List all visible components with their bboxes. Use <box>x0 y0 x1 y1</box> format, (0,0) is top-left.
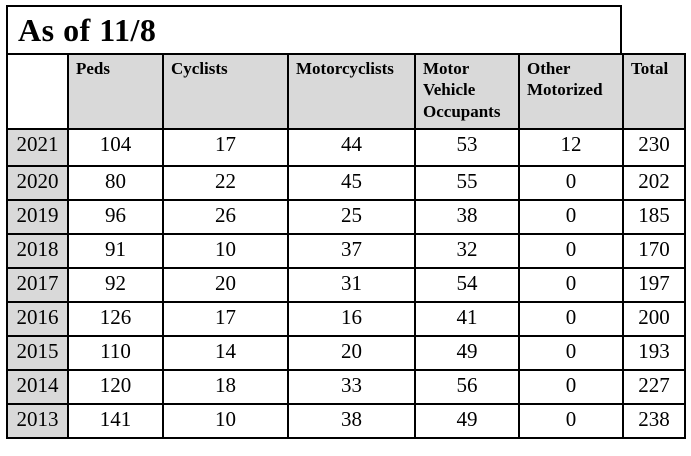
cell-peds: 110 <box>67 335 164 371</box>
cell-peds: 120 <box>67 369 164 405</box>
table-row-2020: 2020 80 22 45 55 0 202 <box>6 165 686 201</box>
col-header-peds: Peds <box>67 53 164 130</box>
cell-motorcyclists: 20 <box>287 335 416 371</box>
table-row-2013: 2013 141 10 38 49 0 238 <box>6 403 686 439</box>
cell-other-motorized: 0 <box>518 335 624 371</box>
cell-motor-vehicle-occupants: 53 <box>414 128 520 167</box>
col-header-total: Total <box>622 53 686 130</box>
cell-total: 202 <box>622 165 686 201</box>
cell-peds: 91 <box>67 233 164 269</box>
table-row-2017: 2017 92 20 31 54 0 197 <box>6 267 686 303</box>
cell-motor-vehicle-occupants: 54 <box>414 267 520 303</box>
table-title: As of 11/8 <box>18 11 157 48</box>
cell-total: 238 <box>622 403 686 439</box>
cell-other-motorized: 0 <box>518 165 624 201</box>
table-row-2018: 2018 91 10 37 32 0 170 <box>6 233 686 269</box>
cell-motor-vehicle-occupants: 55 <box>414 165 520 201</box>
cell-motorcyclists: 37 <box>287 233 416 269</box>
fatalities-by-year-table: Peds Cyclists Motorcyclists Motor Vehicl… <box>6 53 686 439</box>
cell-total: 200 <box>622 301 686 337</box>
cell-motor-vehicle-occupants: 49 <box>414 335 520 371</box>
col-header-other-motorized: Other Motorized <box>518 53 624 130</box>
cell-motor-vehicle-occupants: 49 <box>414 403 520 439</box>
cell-cyclists: 26 <box>162 199 289 235</box>
table-row-2015: 2015 110 14 20 49 0 193 <box>6 335 686 371</box>
cell-cyclists: 17 <box>162 301 289 337</box>
row-header-year: 2014 <box>6 369 69 405</box>
cell-other-motorized: 0 <box>518 199 624 235</box>
table-title-box: As of 11/8 <box>6 5 622 53</box>
cell-cyclists: 17 <box>162 128 289 167</box>
cell-total: 197 <box>622 267 686 303</box>
cell-total: 227 <box>622 369 686 405</box>
cell-other-motorized: 0 <box>518 369 624 405</box>
table-row-2016: 2016 126 17 16 41 0 200 <box>6 301 686 337</box>
table-row-2021: 2021 104 17 44 53 12 230 <box>6 128 686 167</box>
table-row-2014: 2014 120 18 33 56 0 227 <box>6 369 686 405</box>
cell-total: 185 <box>622 199 686 235</box>
row-header-year: 2020 <box>6 165 69 201</box>
cell-peds: 104 <box>67 128 164 167</box>
cell-motor-vehicle-occupants: 38 <box>414 199 520 235</box>
cell-peds: 141 <box>67 403 164 439</box>
cell-motorcyclists: 33 <box>287 369 416 405</box>
cell-other-motorized: 0 <box>518 267 624 303</box>
cell-peds: 126 <box>67 301 164 337</box>
table-row-2019: 2019 96 26 25 38 0 185 <box>6 199 686 235</box>
cell-peds: 96 <box>67 199 164 235</box>
cell-other-motorized: 0 <box>518 403 624 439</box>
cell-cyclists: 14 <box>162 335 289 371</box>
header-row: Peds Cyclists Motorcyclists Motor Vehicl… <box>6 53 686 130</box>
cell-peds: 80 <box>67 165 164 201</box>
row-header-year: 2019 <box>6 199 69 235</box>
cell-other-motorized: 0 <box>518 233 624 269</box>
cell-motor-vehicle-occupants: 41 <box>414 301 520 337</box>
cell-cyclists: 18 <box>162 369 289 405</box>
row-header-year: 2017 <box>6 267 69 303</box>
cell-motor-vehicle-occupants: 56 <box>414 369 520 405</box>
cell-total: 193 <box>622 335 686 371</box>
cell-cyclists: 10 <box>162 233 289 269</box>
cell-total: 170 <box>622 233 686 269</box>
row-header-year: 2016 <box>6 301 69 337</box>
cell-peds: 92 <box>67 267 164 303</box>
col-header-motorcyclists: Motorcyclists <box>287 53 416 130</box>
col-header-cyclists: Cyclists <box>162 53 289 130</box>
cell-motorcyclists: 44 <box>287 128 416 167</box>
cell-total: 230 <box>622 128 686 167</box>
row-header-year: 2021 <box>6 128 69 167</box>
cell-motorcyclists: 25 <box>287 199 416 235</box>
row-header-year: 2013 <box>6 403 69 439</box>
cell-cyclists: 20 <box>162 267 289 303</box>
cell-motorcyclists: 38 <box>287 403 416 439</box>
cell-motor-vehicle-occupants: 32 <box>414 233 520 269</box>
col-header-motor-vehicle-occupants: Motor Vehicle Occupants <box>414 53 520 130</box>
cell-motorcyclists: 45 <box>287 165 416 201</box>
cell-cyclists: 10 <box>162 403 289 439</box>
row-header-year: 2018 <box>6 233 69 269</box>
corner-cell <box>6 53 69 130</box>
cell-cyclists: 22 <box>162 165 289 201</box>
row-header-year: 2015 <box>6 335 69 371</box>
cell-motorcyclists: 31 <box>287 267 416 303</box>
cell-motorcyclists: 16 <box>287 301 416 337</box>
cell-other-motorized: 0 <box>518 301 624 337</box>
cell-other-motorized: 12 <box>518 128 624 167</box>
